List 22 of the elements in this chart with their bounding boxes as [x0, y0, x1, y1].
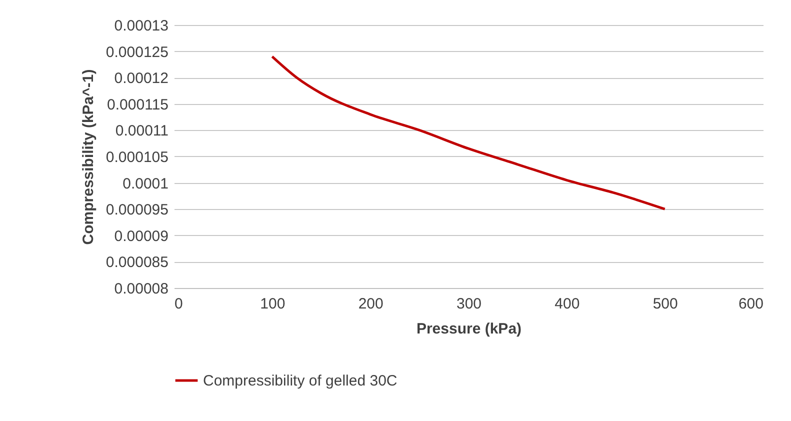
legend-label: Compressibility of gelled 30C — [203, 372, 398, 390]
y-axis-title: Compressibility (kPa^-1) — [80, 69, 97, 245]
x-tick-label: 400 — [554, 296, 580, 312]
y-tick-label: 0.00012 — [114, 70, 168, 88]
y-tick-label: 0.000115 — [107, 96, 168, 114]
x-tick-label: 200 — [358, 296, 384, 312]
y-tick-label: 0.00009 — [114, 228, 168, 245]
y-tick-label: 0.00013 — [114, 18, 168, 34]
x-tick-label: 600 — [738, 296, 764, 312]
y-tick-label: 0.000125 — [106, 44, 168, 61]
y-tick-label: 0.0001 — [122, 175, 168, 192]
y-tick-label: 0.000095 — [106, 202, 168, 219]
y-tick-label: 0.000105 — [106, 149, 168, 166]
x-tick-label: 500 — [652, 296, 678, 312]
y-tick-label: 0.000085 — [106, 254, 168, 272]
x-axis-title: Pressure (kPa) — [416, 320, 522, 338]
x-tick-label: 100 — [260, 296, 286, 312]
y-tick-label: 0.00008 — [114, 280, 168, 298]
y-tick-label: 0.00011 — [115, 122, 168, 140]
line-series — [270, 55, 666, 210]
x-tick-label: 300 — [456, 296, 482, 312]
x-tick-label: 0 — [174, 296, 183, 312]
